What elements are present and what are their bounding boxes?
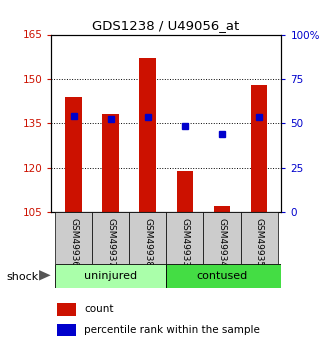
Text: shock: shock [7,272,39,282]
Text: count: count [84,304,114,314]
Text: GSM49933: GSM49933 [180,218,189,267]
Text: GSM49934: GSM49934 [217,218,226,267]
Text: GSM49936: GSM49936 [69,218,78,267]
Bar [57,303,76,316]
Bar [166,212,204,264]
Text: GDS1238 / U49056_at: GDS1238 / U49056_at [92,19,239,32]
Bar [213,206,230,212]
Bar [139,58,156,212]
Bar [241,212,278,264]
Bar [176,171,193,212]
Bar [65,97,82,212]
Bar [55,264,166,288]
Text: contused: contused [196,271,248,281]
Bar [102,115,119,212]
Text: percentile rank within the sample: percentile rank within the sample [84,325,260,335]
Bar [251,85,267,212]
Text: GSM49937: GSM49937 [106,218,115,267]
Text: uninjured: uninjured [84,271,137,281]
Text: GSM49938: GSM49938 [143,218,152,267]
Bar [129,212,166,264]
Bar [166,264,281,288]
Bar [92,212,129,264]
Polygon shape [39,270,51,280]
Bar [204,212,241,264]
Text: GSM49935: GSM49935 [255,218,263,267]
Bar [55,212,92,264]
Bar [57,324,76,336]
